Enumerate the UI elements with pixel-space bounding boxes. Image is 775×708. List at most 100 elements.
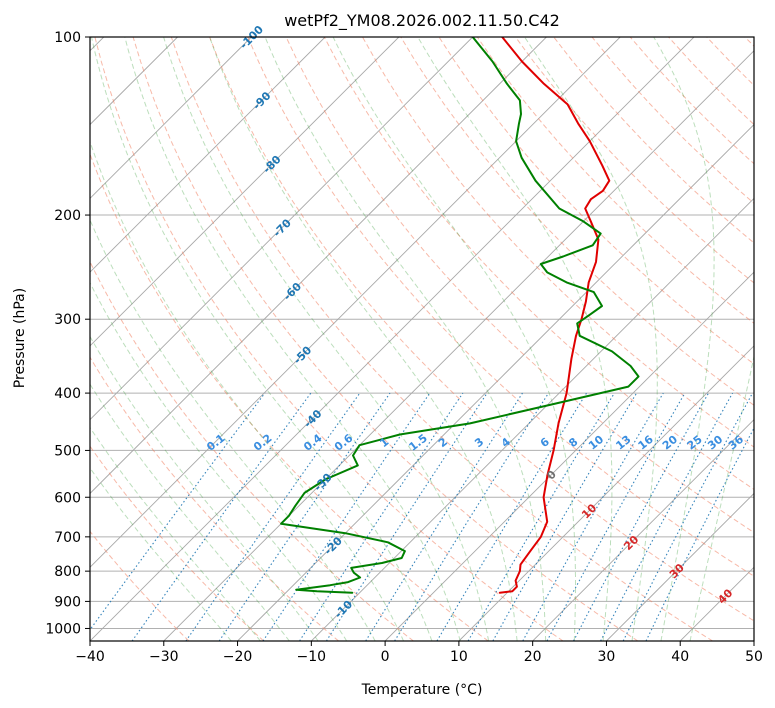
dry-adiabat-line xyxy=(400,37,754,406)
mixing-ratio-line xyxy=(262,392,431,641)
moist-adiabat-line xyxy=(90,281,348,641)
mixing-ratio-line xyxy=(492,392,638,641)
isotherm-line xyxy=(90,37,547,495)
moist-adiabat-line xyxy=(163,37,490,641)
plot-frame xyxy=(89,36,755,642)
mixing-ratio-line xyxy=(218,392,391,641)
x-axis-label: Temperature (°C) xyxy=(361,682,483,698)
axes: −40 −30 −20 −10 0 10 20 30 40 50 100 200 300 400 500 60… xyxy=(45,30,763,665)
moist-adiabat-line xyxy=(417,37,613,641)
isotherm-line xyxy=(679,566,754,641)
x-tick-label: 30 xyxy=(598,649,616,665)
isotherm-line xyxy=(311,197,754,641)
x-tick-label: 0 xyxy=(381,649,390,665)
dry-adiabat-line xyxy=(668,37,754,126)
dry-adiabat-line xyxy=(629,37,754,165)
mixing-ratio-label: 30 xyxy=(705,433,725,453)
moist-adiabat-line xyxy=(264,37,547,641)
moist-adiabat-line xyxy=(124,37,461,641)
dry-adiabat-line xyxy=(90,152,489,641)
x-tick-label: −30 xyxy=(149,649,179,665)
profile-layer xyxy=(280,37,640,594)
y-tick-label: 300 xyxy=(54,312,81,328)
dry-adiabat-line xyxy=(94,37,564,641)
dry-adiabat-line xyxy=(476,37,754,324)
mixing-ratio-line xyxy=(325,392,488,641)
chart-title: wetPf2_YM08.2026.002.11.50.C42 xyxy=(284,11,560,31)
isotherm-label: 10 xyxy=(579,501,599,521)
moist-adiabat-line xyxy=(90,335,319,641)
isotherm-line xyxy=(90,37,621,568)
x-tick-label: −20 xyxy=(223,649,253,665)
background-lines xyxy=(90,37,754,641)
moist-adiabat-line xyxy=(91,37,433,641)
isotherm-label: -80 xyxy=(260,153,283,176)
y-tick-label: 700 xyxy=(54,530,81,546)
dry-adiabat-line xyxy=(285,37,754,534)
mixing-ratio-line xyxy=(600,392,734,641)
isotherm-label: -30 xyxy=(311,471,334,494)
moist-adiabat-line xyxy=(689,354,754,641)
x-tick-label: 10 xyxy=(450,649,468,665)
isotherm-line xyxy=(90,37,473,421)
dry-adiabat-line xyxy=(90,530,190,641)
isotherm-line xyxy=(163,50,754,641)
isotherm-line xyxy=(384,271,754,641)
isotherm-line xyxy=(753,640,754,641)
mixing-ratio-line xyxy=(436,392,587,641)
y-tick-label: 400 xyxy=(54,386,81,402)
dry-adiabat-line xyxy=(438,37,754,365)
moist-adiabat-line xyxy=(90,426,261,641)
isotherm-line xyxy=(458,345,754,641)
dry-adiabat-line xyxy=(209,37,754,622)
moist-adiabat-line xyxy=(90,383,290,641)
mixing-ratio-label: 6 xyxy=(538,435,552,450)
isotherm-line xyxy=(532,419,754,641)
mixing-ratio-label: 13 xyxy=(614,433,634,453)
moist-adiabat-line xyxy=(90,467,232,641)
mixing-ratio-line xyxy=(365,392,523,641)
dry-adiabat-line xyxy=(362,37,754,448)
dry-adiabat-line xyxy=(170,37,713,641)
isotherm-line xyxy=(90,37,252,199)
mixing-ratio-line xyxy=(299,392,464,641)
moist-adiabat-line xyxy=(90,140,405,641)
mixing-ratio-label: 20 xyxy=(660,433,680,453)
x-tick-label: 40 xyxy=(671,649,689,665)
y-tick-label: 800 xyxy=(54,564,81,580)
mixing-ratio-line xyxy=(546,392,686,641)
isotherm-line xyxy=(237,123,754,641)
mixing-ratio-line xyxy=(467,392,615,641)
isotherm-label: -40 xyxy=(301,407,324,430)
temperature-profile-line xyxy=(498,37,611,594)
isotherm-label: -50 xyxy=(291,343,314,366)
dewpoint-profile-line xyxy=(280,37,640,594)
isotherm-label: -70 xyxy=(271,216,294,239)
mixing-ratio-line xyxy=(645,426,754,641)
dry-adiabat-line xyxy=(247,37,754,577)
dry-adiabat-line xyxy=(323,37,754,491)
mixing-ratio-label: 16 xyxy=(636,433,656,453)
isotherm-line xyxy=(606,492,754,641)
isotherm-label: -90 xyxy=(250,89,273,112)
dry-adiabat-line xyxy=(744,37,754,47)
dry-adiabat-line xyxy=(515,37,754,284)
x-tick-label: −10 xyxy=(297,649,327,665)
mixing-ratio-line xyxy=(522,392,664,641)
moist-adiabat-line xyxy=(524,37,658,641)
dry-adiabat-line xyxy=(591,37,754,204)
line-labels: 0.1 0.2 0.4 0.6 1 1.5 2 3 4 6 8 10 13 16 20 25 30 36-100-… xyxy=(204,23,746,621)
y-axis-label: Pressure (hPa) xyxy=(12,288,28,388)
y-tick-label: 900 xyxy=(54,594,81,610)
mixing-ratio-label: 4 xyxy=(499,435,513,450)
y-tick-label: 600 xyxy=(54,490,81,506)
y-tick-label: 100 xyxy=(54,30,81,46)
x-tick-label: 20 xyxy=(524,649,542,665)
moist-adiabat-line xyxy=(653,37,715,641)
mixing-ratio-label: 3 xyxy=(472,435,486,450)
y-tick-label: 1000 xyxy=(45,621,81,637)
moist-adiabat-line xyxy=(90,218,376,641)
y-tick-label: 500 xyxy=(54,443,81,459)
isotherm-label: 40 xyxy=(715,586,735,606)
